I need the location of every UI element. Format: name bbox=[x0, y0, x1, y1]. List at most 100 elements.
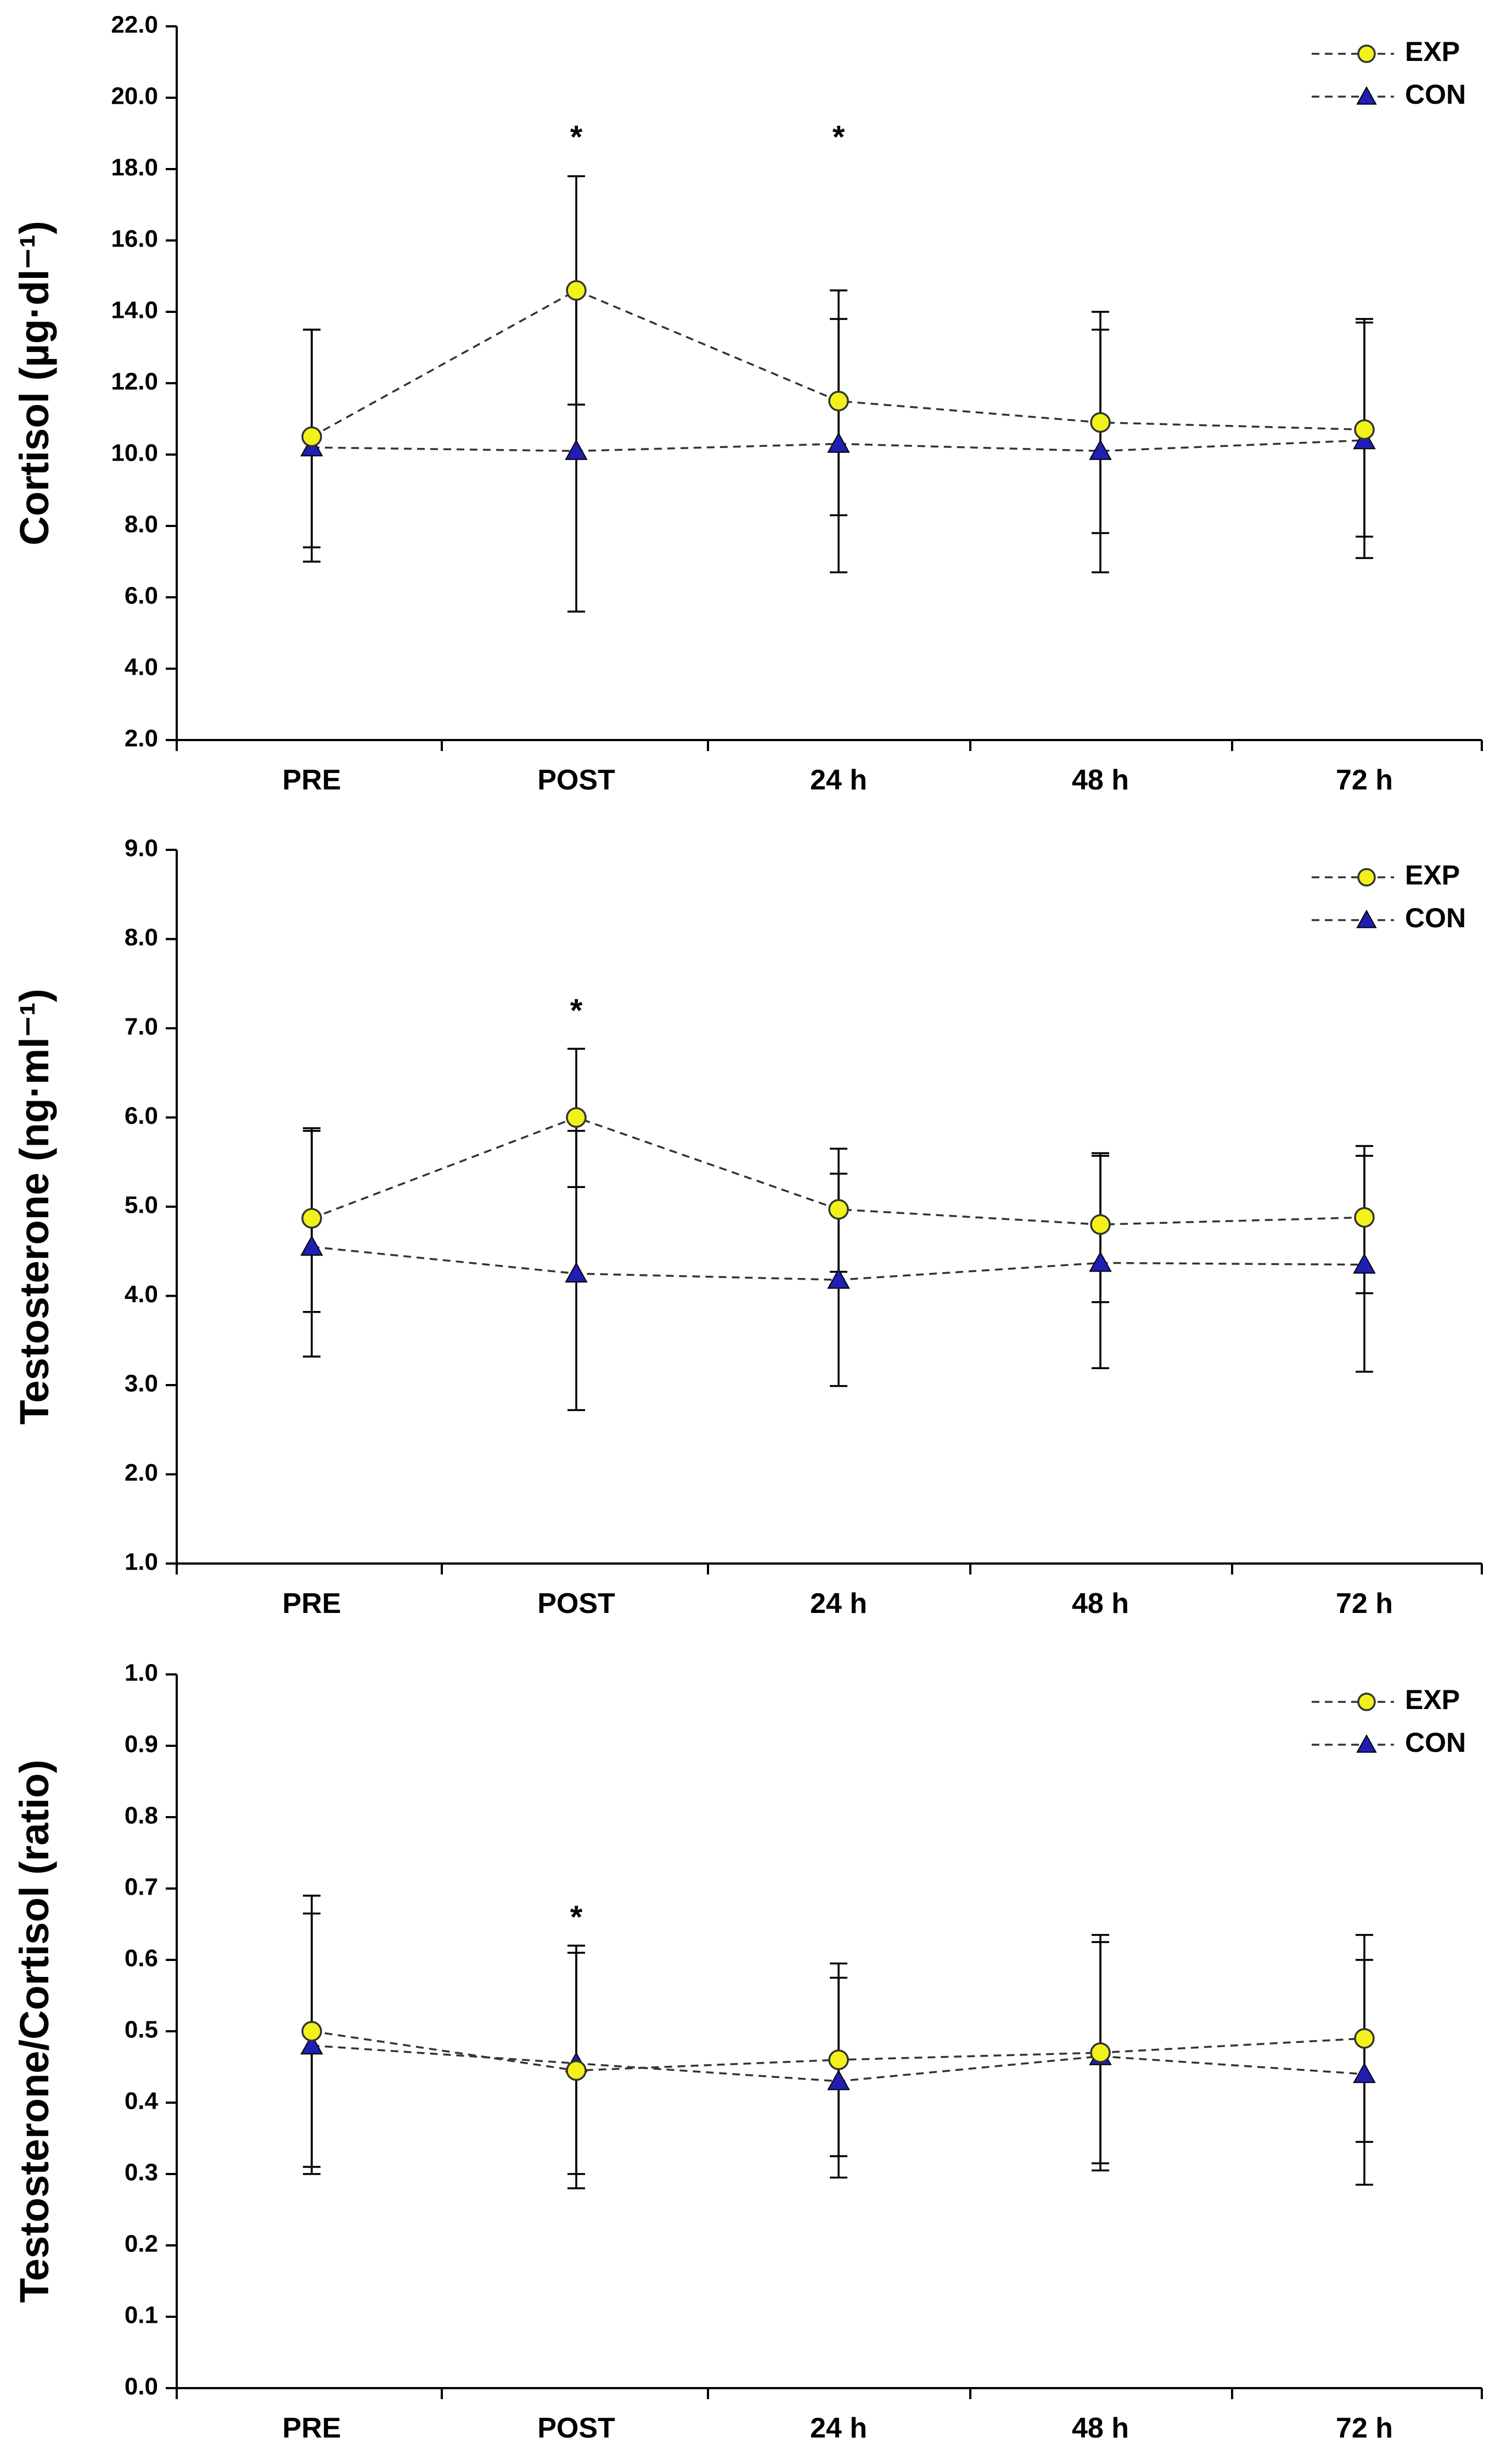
legend-con-marker bbox=[1356, 86, 1377, 105]
significance-marker: * bbox=[570, 120, 583, 155]
exp-point bbox=[1354, 2028, 1375, 2049]
y-tick-label: 14.0 bbox=[111, 297, 158, 324]
con-point bbox=[1353, 1253, 1376, 1274]
y-tick-label: 6.0 bbox=[125, 1102, 158, 1129]
legend-label: EXP bbox=[1405, 860, 1460, 890]
y-tick-label: 2.0 bbox=[125, 725, 158, 752]
significance-marker: * bbox=[570, 993, 583, 1029]
con-point bbox=[1089, 439, 1112, 460]
y-tick-label: 6.0 bbox=[125, 582, 158, 609]
y-tick-label: 8.0 bbox=[125, 924, 158, 951]
significance-marker: * bbox=[833, 120, 845, 155]
legend-item-con: CON bbox=[1312, 79, 1466, 110]
y-tick-label: 0.8 bbox=[125, 1802, 158, 1829]
y-tick-label: 0.1 bbox=[125, 2302, 158, 2329]
legend-con-marker bbox=[1356, 909, 1377, 928]
chart-panel-3: 0.0 0.1 0.2 0.3 0.4 0.5 0.6 0.7 0.8 0.9 1.0 PRE POST… bbox=[12, 1660, 1483, 2444]
legend-label: EXP bbox=[1405, 1684, 1460, 1715]
y-tick-label: 3.0 bbox=[125, 1370, 158, 1397]
x-tick-label: 48 h bbox=[1072, 1588, 1129, 1620]
exp-point bbox=[1090, 2042, 1111, 2063]
y-tick-label: 0.2 bbox=[125, 2231, 158, 2257]
legend-item-con: CON bbox=[1312, 903, 1466, 933]
chart-panel-2: 1.0 2.0 3.0 4.0 5.0 6.0 7.0 8.0 9.0 PRE POST 24 h 48… bbox=[12, 835, 1483, 1620]
x-tick-label: PRE bbox=[283, 764, 341, 796]
y-axis-label: Testosterone (ng·ml⁻¹) bbox=[12, 989, 57, 1425]
significance-marker: * bbox=[570, 1900, 583, 1935]
x-tick-label: POST bbox=[537, 764, 615, 796]
y-tick-label: 0.7 bbox=[125, 1874, 158, 1901]
exp-point bbox=[301, 1208, 322, 1229]
y-tick-label: 4.0 bbox=[125, 654, 158, 681]
y-tick-label: 0.0 bbox=[125, 2373, 158, 2400]
y-tick-label: 4.0 bbox=[125, 1281, 158, 1308]
con-point bbox=[300, 2033, 323, 2055]
legend-label: EXP bbox=[1405, 36, 1460, 67]
con-point bbox=[565, 1262, 588, 1283]
x-tick-label: PRE bbox=[283, 1588, 341, 1620]
y-tick-label: 0.3 bbox=[125, 2159, 158, 2186]
x-tick-label: 72 h bbox=[1336, 764, 1393, 796]
x-tick-label: 24 h bbox=[810, 1588, 867, 1620]
con-point bbox=[1089, 1251, 1112, 1272]
legend-label: CON bbox=[1405, 903, 1466, 933]
x-tick-label: POST bbox=[537, 1588, 615, 1620]
exp-point bbox=[828, 2049, 849, 2070]
y-tick-label: 0.5 bbox=[125, 2016, 158, 2043]
y-tick-label: 0.4 bbox=[125, 2088, 159, 2115]
y-axis-label: Cortisol (µg·dl⁻¹) bbox=[12, 221, 57, 545]
exp-point bbox=[1354, 1207, 1375, 1228]
x-tick-label: PRE bbox=[283, 2412, 341, 2444]
x-tick-label: 24 h bbox=[810, 2412, 867, 2444]
x-tick-label: 48 h bbox=[1072, 764, 1129, 796]
x-tick-label: 72 h bbox=[1336, 1588, 1393, 1620]
legend-label: CON bbox=[1405, 1727, 1466, 1758]
y-tick-label: 20.0 bbox=[111, 83, 158, 110]
legend-exp-marker bbox=[1357, 1693, 1376, 1711]
y-tick-label: 0.9 bbox=[125, 1731, 158, 1758]
exp-point bbox=[566, 2060, 587, 2081]
y-tick-label: 5.0 bbox=[125, 1192, 158, 1219]
y-tick-label: 1.0 bbox=[125, 1549, 158, 1576]
con-point bbox=[300, 1235, 323, 1256]
con-point bbox=[827, 2069, 850, 2091]
y-tick-label: 18.0 bbox=[111, 154, 158, 181]
legend-item-exp: EXP bbox=[1312, 1684, 1460, 1715]
legend-exp-marker bbox=[1357, 44, 1376, 63]
y-tick-label: 0.6 bbox=[125, 1945, 158, 1972]
exp-point bbox=[1090, 1214, 1111, 1235]
y-tick-label: 7.0 bbox=[125, 1013, 158, 1040]
con-point bbox=[565, 439, 588, 460]
x-tick-label: POST bbox=[537, 2412, 615, 2444]
legend-item-con: CON bbox=[1312, 1727, 1466, 1758]
legend-con-marker bbox=[1356, 1734, 1377, 1753]
y-tick-label: 16.0 bbox=[111, 226, 158, 253]
legend-exp-marker bbox=[1357, 868, 1376, 887]
x-tick-label: 24 h bbox=[810, 764, 867, 796]
y-tick-label: 10.0 bbox=[111, 440, 158, 467]
con-point bbox=[827, 1268, 850, 1289]
con-point bbox=[1353, 2062, 1376, 2083]
exp-point bbox=[301, 2021, 322, 2042]
y-tick-label: 12.0 bbox=[111, 368, 158, 395]
x-tick-label: 72 h bbox=[1336, 2412, 1393, 2444]
chart-panel-1: 2.0 4.0 6.0 8.0 10.0 12.0 14.0 16.0 18.0 20.0 22.0… bbox=[12, 12, 1483, 796]
exp-point bbox=[828, 390, 849, 412]
exp-point bbox=[566, 1107, 587, 1128]
y-tick-label: 1.0 bbox=[125, 1660, 158, 1687]
exp-series-line bbox=[311, 1116, 1365, 1226]
legend-item-exp: EXP bbox=[1312, 860, 1460, 890]
exp-point bbox=[566, 280, 587, 301]
y-axis-label: Testosterone/Cortisol (ratio) bbox=[12, 1760, 57, 2303]
y-tick-label: 2.0 bbox=[125, 1459, 158, 1486]
exp-point bbox=[1354, 419, 1375, 440]
legend-label: CON bbox=[1405, 79, 1466, 110]
exp-point bbox=[1090, 412, 1111, 433]
legend-item-exp: EXP bbox=[1312, 36, 1460, 67]
exp-point bbox=[301, 426, 322, 447]
exp-point bbox=[828, 1199, 849, 1220]
y-tick-label: 22.0 bbox=[111, 12, 158, 38]
y-tick-label: 8.0 bbox=[125, 511, 158, 538]
con-point bbox=[827, 432, 850, 453]
